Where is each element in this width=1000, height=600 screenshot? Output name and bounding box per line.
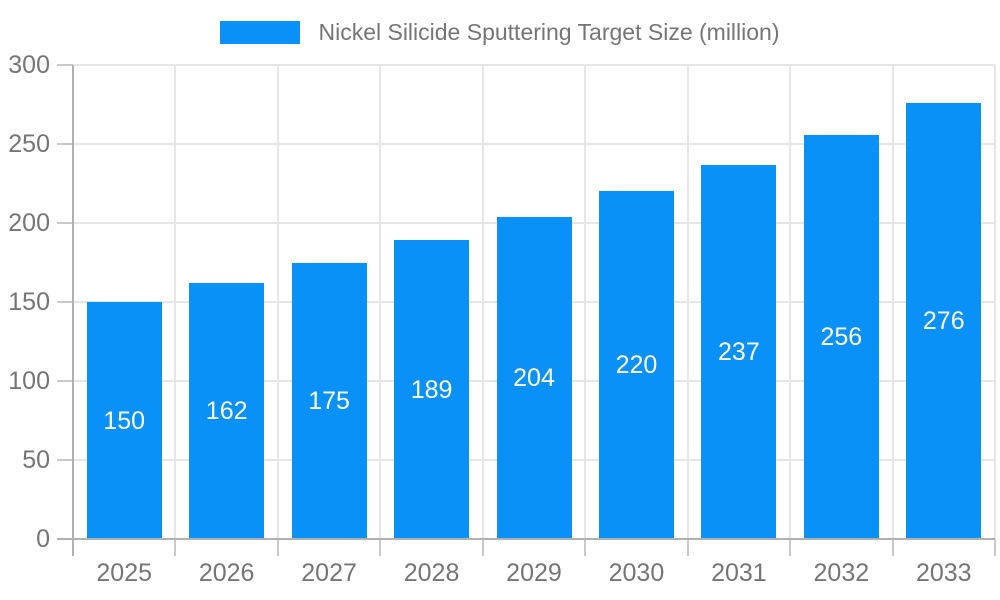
x-axis-tick-mark xyxy=(379,539,382,556)
y-axis-label: 300 xyxy=(8,51,50,79)
y-axis-tick-mark xyxy=(57,459,73,461)
bar-2033[interactable] xyxy=(906,102,982,539)
bar-value-label: 162 xyxy=(205,397,248,426)
bar-value-label: 256 xyxy=(820,322,863,351)
bar-2028[interactable] xyxy=(394,240,470,539)
y-axis-label: 0 xyxy=(36,525,50,553)
x-axis-tick-mark xyxy=(481,539,484,556)
gridline-vertical xyxy=(789,65,792,539)
bar-2025[interactable] xyxy=(86,302,162,539)
gridline-vertical xyxy=(174,65,177,539)
bar-value-label: 237 xyxy=(718,337,760,366)
y-axis-tick-mark xyxy=(57,222,73,224)
x-axis-tick-mark xyxy=(174,539,177,556)
x-axis-label: 2027 xyxy=(301,559,357,587)
x-axis-tick-mark xyxy=(686,539,689,556)
y-axis-tick-mark xyxy=(57,143,73,145)
gridline-vertical xyxy=(891,65,894,539)
bar-value-label: 204 xyxy=(513,363,555,392)
x-axis-label: 2029 xyxy=(506,559,562,587)
gridline-horizontal xyxy=(73,143,995,145)
bar-2031[interactable] xyxy=(701,164,777,539)
legend: Nickel Silicide Sputtering Target Size (… xyxy=(0,19,1000,46)
bar-2029[interactable] xyxy=(496,216,572,539)
bar-value-label: 220 xyxy=(615,351,658,380)
gridline-vertical xyxy=(584,65,587,539)
bar-value-label: 276 xyxy=(922,306,965,335)
y-axis-label: 100 xyxy=(8,367,50,395)
gridline-vertical xyxy=(276,65,279,539)
x-axis-tick-mark xyxy=(584,539,587,556)
x-axis-tick-mark xyxy=(276,539,279,556)
bar-value-label: 189 xyxy=(410,375,453,404)
x-axis-line xyxy=(57,538,995,540)
y-axis-label: 250 xyxy=(8,130,50,158)
legend-swatch-icon xyxy=(220,21,301,44)
x-axis-label: 2026 xyxy=(198,559,255,587)
y-axis-tick-mark xyxy=(57,380,73,382)
y-axis-label: 200 xyxy=(8,209,50,237)
gridline-vertical xyxy=(686,65,689,539)
x-axis-tick-mark xyxy=(994,539,996,556)
bar-value-label: 175 xyxy=(308,386,350,415)
x-axis-tick-mark xyxy=(789,539,792,556)
y-axis-tick-mark xyxy=(57,301,73,303)
bar-2032[interactable] xyxy=(803,134,879,539)
gridline-vertical xyxy=(481,65,484,539)
bar-value-label: 150 xyxy=(103,406,146,435)
bar-2026[interactable] xyxy=(189,283,265,539)
y-axis-label: 150 xyxy=(8,288,50,316)
gridline-vertical xyxy=(379,65,382,539)
bar-2027[interactable] xyxy=(291,262,367,539)
y-axis-label: 50 xyxy=(22,446,50,474)
x-axis-label: 2031 xyxy=(711,559,767,587)
x-axis-tick-mark xyxy=(891,539,894,556)
y-axis-tick-mark xyxy=(57,64,73,66)
x-axis-label: 2025 xyxy=(96,559,153,587)
gridline-vertical xyxy=(994,65,996,539)
legend-label: Nickel Silicide Sputtering Target Size (… xyxy=(318,19,780,45)
legend-item[interactable]: Nickel Silicide Sputtering Target Size (… xyxy=(220,19,780,46)
gridline-horizontal xyxy=(73,64,995,66)
x-axis-label: 2028 xyxy=(403,559,460,587)
y-axis-line xyxy=(72,65,74,556)
x-axis-label: 2032 xyxy=(813,559,870,587)
x-axis-label: 2033 xyxy=(915,559,972,587)
bar-2030[interactable] xyxy=(598,191,674,539)
x-axis-label: 2030 xyxy=(608,559,665,587)
